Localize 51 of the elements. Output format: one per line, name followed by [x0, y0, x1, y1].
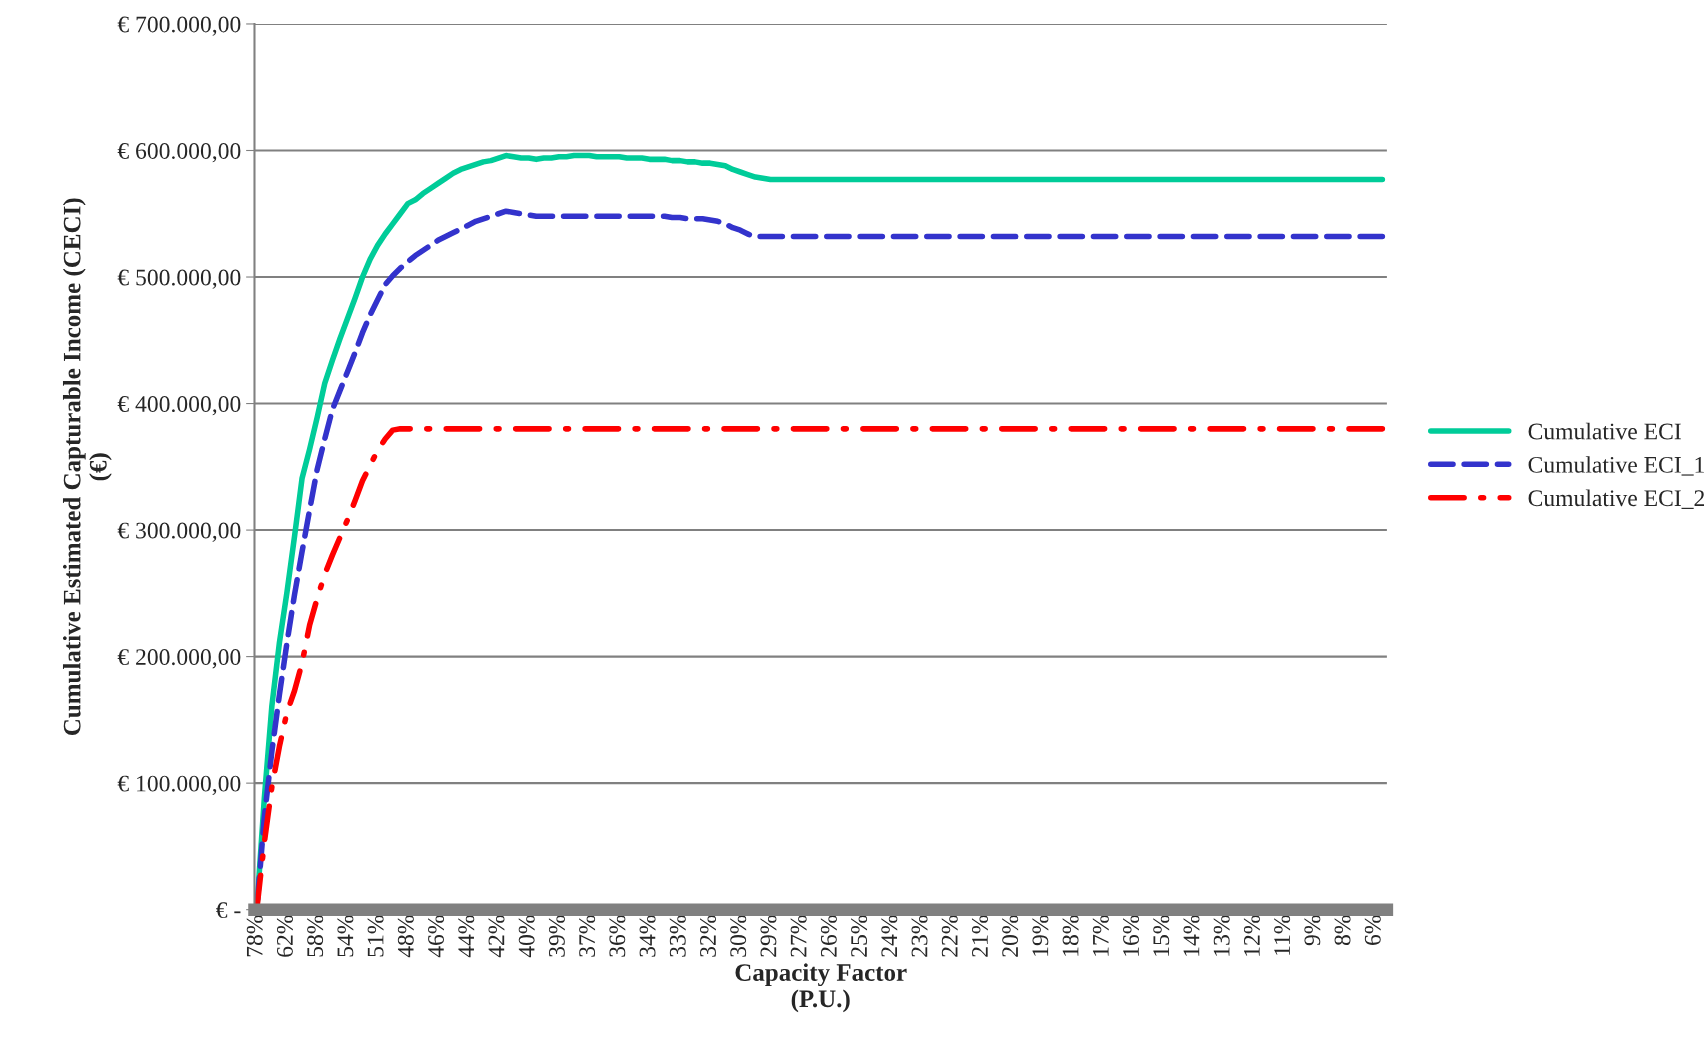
x-tick-label: 24%: [881, 915, 898, 957]
x-tick-label: 58%: [307, 915, 324, 957]
x-tick-label: 32%: [700, 915, 717, 957]
x-tick-label: 16%: [1123, 915, 1140, 956]
y-axis-title: Cumulative Estimated Capturable Income (CECI) (€): [62, 198, 112, 736]
x-tick-label: 46%: [428, 915, 445, 958]
x-axis-title: Capacity Factor (P.U.): [735, 963, 907, 1013]
y-tick-label: € 300.000,00: [117, 522, 241, 542]
x-tick-label: 37%: [579, 915, 596, 957]
x-tick-label: 33%: [669, 915, 686, 957]
x-tick-label: 36%: [609, 915, 626, 957]
x-tick-label: 13%: [1213, 915, 1230, 956]
x-tick-label: 12%: [1243, 915, 1260, 956]
x-tick-label: 21%: [971, 915, 988, 957]
x-tick-label: 29%: [760, 915, 777, 957]
x-tick-label: 14%: [1183, 915, 1200, 956]
x-tick-label: 42%: [488, 915, 505, 958]
x-tick-label: 11%: [1274, 915, 1291, 955]
x-tick-label: 27%: [790, 915, 807, 957]
x-tick-label: 19%: [1032, 915, 1049, 956]
x-tick-label: 9%: [1304, 915, 1321, 946]
legend-label: Cumulative ECI_2: [1528, 489, 1705, 509]
y-tick-label: € 500.000,00: [117, 269, 241, 289]
x-tick-label: 30%: [730, 915, 747, 957]
y-tick-label: € 200.000,00: [117, 649, 241, 669]
x-tick-label: 54%: [337, 915, 354, 957]
x-tick-label: 62%: [276, 915, 293, 957]
x-tick-label: 15%: [1153, 915, 1170, 956]
x-tick-label: 22%: [941, 915, 958, 957]
y-tick-label: € 600.000,00: [117, 142, 241, 163]
x-tick-label: 17%: [1092, 915, 1109, 956]
x-tick-label: 40%: [518, 915, 535, 958]
y-tick-label: € 100.000,00: [117, 775, 241, 795]
x-tick-label: 26%: [820, 915, 837, 957]
x-tick-label: 23%: [911, 915, 928, 957]
x-tick-label: 25%: [851, 915, 868, 957]
legend-label: Cumulative ECI: [1528, 422, 1681, 440]
x-tick-label: 18%: [1062, 915, 1079, 956]
x-tick-label: 39%: [548, 915, 565, 957]
x-tick-label: 44%: [458, 915, 475, 958]
x-tick-label: 51%: [367, 915, 384, 957]
x-tick-label: 78%: [246, 915, 263, 957]
y-tick-label: € -: [216, 902, 241, 919]
x-tick-label: 20%: [1002, 915, 1019, 957]
y-tick-label: € 700.000,00: [117, 16, 241, 36]
x-tick-label: 8%: [1334, 915, 1351, 946]
legend-label: Cumulative ECI_1: [1528, 456, 1704, 476]
x-tick-label: 6%: [1364, 915, 1381, 945]
y-tick-label: € 400.000,00: [117, 396, 241, 416]
x-tick-label: 48%: [397, 915, 414, 958]
x-tick-label: 34%: [639, 915, 656, 957]
